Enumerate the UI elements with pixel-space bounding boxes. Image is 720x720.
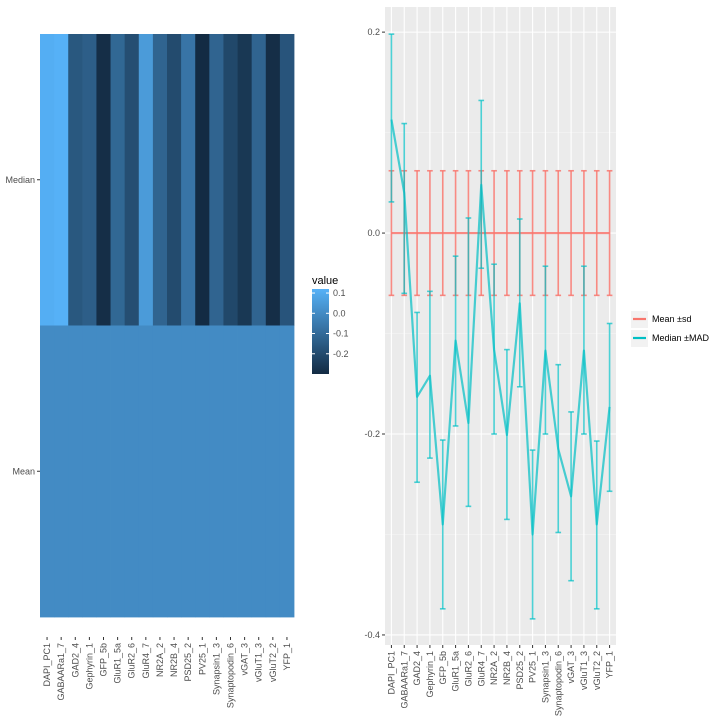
x-tick-label: GFP_5b — [99, 643, 109, 677]
x-tick-label: YFP_1 — [605, 651, 615, 679]
x-tick-label: NR2A_2 — [489, 651, 499, 685]
x-tick-label: DAPI_PC1 — [386, 651, 396, 695]
heatmap-cell — [195, 34, 210, 326]
x-tick-label: Gephyrin_1 — [84, 643, 94, 690]
heatmap-cell — [82, 34, 97, 326]
x-tick-label: NR2B_4 — [502, 651, 512, 685]
x-tick-label: GFP_5b — [438, 651, 448, 685]
x-tick-label: DAPI_PC1 — [42, 643, 52, 687]
heatmap-cell — [209, 325, 224, 618]
plot-panel — [385, 7, 616, 645]
x-tick-label: YFP_1 — [282, 643, 292, 671]
x-tick-label: GluR2_6 — [463, 651, 473, 687]
legend-tick-label: -0.2 — [333, 349, 349, 359]
x-tick-label: GAD2_4 — [412, 651, 422, 686]
heatmap-cell — [152, 325, 168, 618]
heatmap-chart: Median Mean DAPI_PC1 GABAARa1_7 GAD2_4 Gephyr… — [5, 34, 295, 708]
heatmap-cell — [237, 325, 253, 618]
heatmap-cell — [68, 325, 83, 618]
y-tick-label: 0.2 — [367, 27, 380, 37]
legend-label: Median ±MAD — [652, 333, 709, 343]
y-tick-label: 0.0 — [367, 228, 380, 238]
heatmap-cell — [82, 325, 97, 618]
y-tick-label: -0.4 — [364, 630, 380, 640]
x-tick-label: PSD25_2 — [183, 643, 193, 682]
heatmap-cell — [96, 325, 111, 618]
heatmap-cell — [251, 34, 267, 326]
x-tick-label: Synaptopodin_6 — [226, 643, 236, 708]
heatmap-cell — [110, 34, 126, 326]
legend-label: Mean ±sd — [652, 314, 691, 324]
heatmap-cell — [54, 34, 69, 326]
x-tick-label: vGAT_3 — [566, 651, 576, 683]
heatmap-cell — [167, 34, 182, 326]
x-tick-label: GluR4_7 — [141, 643, 151, 679]
heatmap-cell — [96, 34, 111, 326]
heatmap-cell — [279, 325, 295, 618]
heatmap-cell — [279, 34, 295, 326]
legend-title: value — [312, 275, 338, 287]
x-tick-label: PV25_1 — [197, 643, 207, 675]
heatmap-cell — [54, 325, 69, 618]
x-tick-label: Synapsin1_3 — [540, 651, 550, 703]
legend-tick-label: 0.0 — [333, 308, 346, 318]
heatmap-cell — [209, 34, 224, 326]
heatmap-cell — [195, 325, 210, 618]
x-tick-label: GABAARa1_7 — [56, 643, 66, 701]
heatmap-cell — [265, 34, 281, 326]
heatmap-cell — [68, 34, 83, 326]
x-tick-label: NR2A_2 — [155, 643, 165, 677]
heatmap-cell — [251, 325, 267, 618]
x-tick-label: PV25_1 — [528, 651, 538, 683]
x-tick-label: GluR1_5a — [451, 651, 461, 692]
series-line — [390, 119, 611, 536]
x-tick-label: vGluT2_2 — [268, 643, 278, 682]
errorbar-line-chart: 0.2 0.0 -0.2 -0.4 DAPI_PC1 GABAARa1_7 GAD2_4 Ge… — [364, 7, 616, 716]
heatmap-cell — [40, 34, 55, 326]
heatmap-cell — [237, 34, 253, 326]
y-tick-label: -0.2 — [364, 429, 380, 439]
heatmap-cell — [124, 34, 140, 326]
legend-tick-label: -0.1 — [333, 329, 349, 339]
x-tick-label: GABAARa1_7 — [399, 651, 409, 709]
x-tick-label: vGluT2_2 — [592, 651, 602, 690]
legend-colorbar — [312, 289, 329, 374]
heatmap-cell — [223, 34, 238, 326]
x-tick-label: NR2B_4 — [169, 643, 179, 677]
heatmap-cell — [152, 34, 168, 326]
x-tick-label: PSD25_2 — [515, 651, 525, 690]
heatmap-cell — [167, 325, 182, 618]
heatmap-cell — [265, 325, 281, 618]
line-chart-legend: Mean ±sd Median ±MAD — [628, 308, 712, 350]
heatmap-cell — [124, 325, 140, 618]
y-tick-label: Median — [5, 175, 35, 185]
heatmap-cell — [181, 325, 196, 618]
heatmap-cell — [223, 325, 238, 618]
x-tick-label: GluR4_7 — [476, 651, 486, 687]
x-tick-label: Synapsin1_3 — [211, 643, 221, 695]
heatmap-cell — [110, 325, 126, 618]
legend-tick-label: 0.1 — [333, 288, 346, 298]
x-tick-label: GluR1_5a — [113, 643, 123, 684]
heatmap-cell — [138, 325, 154, 618]
heatmap-cell — [181, 34, 196, 326]
heatmap-cell — [40, 325, 55, 618]
y-tick-label: Mean — [12, 466, 35, 476]
x-tick-label: GluR2_6 — [127, 643, 137, 679]
x-tick-label: vGluT1_3 — [579, 651, 589, 690]
x-tick-label: vGluT1_3 — [254, 643, 264, 682]
x-tick-label: vGAT_3 — [240, 643, 250, 675]
x-tick-label: Synaptopodin_6 — [553, 651, 563, 716]
heatmap-cell — [138, 34, 154, 326]
x-tick-label: Gephyrin_1 — [425, 651, 435, 698]
x-tick-label: GAD2_4 — [70, 643, 80, 678]
